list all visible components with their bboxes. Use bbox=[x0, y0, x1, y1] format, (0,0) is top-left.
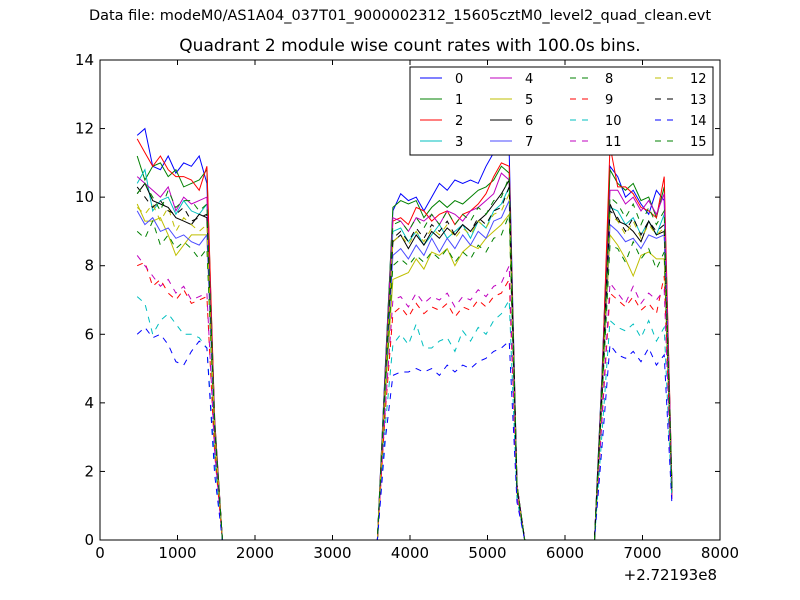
figure-suptitle: Data file: modeM0/AS1A04_037T01_90000023… bbox=[88, 8, 712, 24]
legend-label-8: 8 bbox=[605, 72, 613, 87]
legend-label-14: 14 bbox=[690, 114, 707, 129]
x-tick-label: 8000 bbox=[701, 544, 739, 562]
legend-label-12: 12 bbox=[690, 72, 707, 87]
y-tick-label: 2 bbox=[84, 462, 94, 480]
y-tick-label: 8 bbox=[84, 257, 94, 275]
legend-label-4: 4 bbox=[525, 72, 533, 87]
x-tick-label: 5000 bbox=[468, 544, 506, 562]
legend-label-13: 13 bbox=[690, 93, 707, 108]
y-tick-label: 0 bbox=[84, 531, 94, 549]
x-tick-label: 6000 bbox=[546, 544, 584, 562]
x-tick-label: 7000 bbox=[623, 544, 661, 562]
series-line-10 bbox=[136, 296, 673, 541]
y-tick-label: 6 bbox=[84, 325, 94, 343]
y-tick-label: 14 bbox=[75, 51, 94, 69]
x-tick-label: 2000 bbox=[236, 544, 274, 562]
legend-label-11: 11 bbox=[605, 135, 622, 150]
x-tick-label: 0 bbox=[95, 544, 105, 562]
legend-label-7: 7 bbox=[525, 135, 533, 150]
legend-label-15: 15 bbox=[690, 135, 707, 150]
legend-label-3: 3 bbox=[455, 135, 463, 150]
ticks-layer: 0 1000 2000 3000 4000 5000 6000 7000 80000246810… bbox=[75, 51, 739, 562]
legend-label-9: 9 bbox=[605, 93, 613, 108]
x-tick-label: 3000 bbox=[313, 544, 351, 562]
legend-label-2: 2 bbox=[455, 114, 463, 129]
chart-title: Quadrant 2 module wise count rates with … bbox=[179, 36, 641, 56]
legend-label-5: 5 bbox=[525, 93, 533, 108]
series-line-13 bbox=[136, 186, 673, 541]
legend-box bbox=[409, 66, 714, 156]
y-tick-label: 4 bbox=[84, 394, 94, 412]
y-tick-label: 10 bbox=[75, 188, 94, 206]
legend-label-0: 0 bbox=[455, 72, 463, 87]
x-tick-label: 4000 bbox=[391, 544, 429, 562]
legend-label-10: 10 bbox=[605, 114, 622, 129]
y-tick-label: 12 bbox=[75, 120, 94, 138]
x-offset-label: +2.72193e8 bbox=[624, 566, 717, 584]
legend-label-1: 1 bbox=[455, 93, 463, 108]
x-tick-label: 1000 bbox=[158, 544, 196, 562]
legend-label-6: 6 bbox=[525, 114, 533, 129]
